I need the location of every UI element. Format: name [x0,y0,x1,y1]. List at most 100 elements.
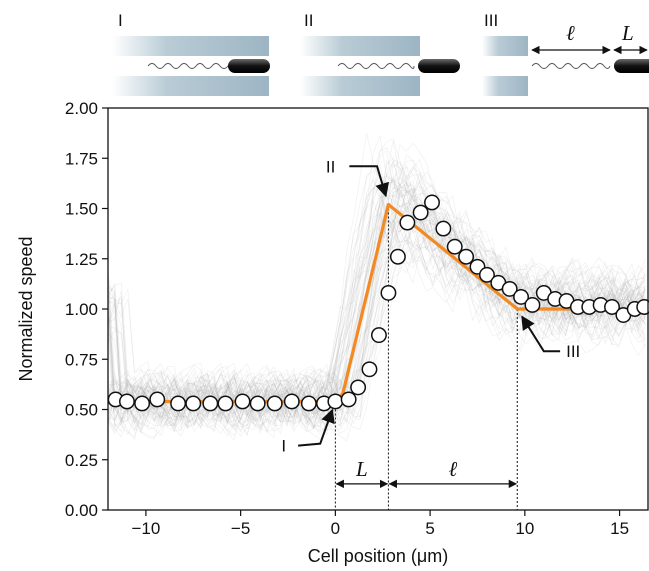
background-trace [108,153,646,432]
channel-wall-bottom [300,76,420,96]
background-trace [108,221,646,430]
data-point [350,379,367,396]
y-tick-label: 0.75 [65,350,98,369]
data-point [249,395,266,412]
data-point [399,214,416,231]
y-tick-label: 0.00 [65,501,98,520]
x-tick-label: −10 [131,519,160,538]
y-axis-label: Normalized speed [16,236,36,381]
channel-wall-top [112,36,269,56]
schematic-L-label: L [621,21,634,45]
data-point [234,393,251,410]
background-trace [108,134,646,423]
background-trace [108,174,646,429]
data-point [134,395,151,412]
data-markers [107,194,649,412]
background-trace [108,132,646,421]
data-point [435,220,452,237]
annotation-label-III: III [566,342,580,361]
y-tick-label: 2.00 [65,99,98,118]
x-tick-label: 0 [331,519,340,538]
data-point [300,395,317,412]
x-axis-ticks: −10 −5 0 5 10 15 [131,510,629,538]
data-point [283,393,300,410]
bacterium-cell [228,59,270,73]
flagellum [531,63,611,69]
annotation-arrow-I [298,408,335,447]
annotation-label-II: II [326,157,335,176]
schematic-label-I: I [118,11,123,30]
flagellum [337,63,415,69]
data-point [513,288,530,305]
flagellum [147,63,235,69]
background-trace [108,225,646,431]
span-label-L: L [355,457,368,481]
background-trace [108,208,646,440]
background-trace [108,159,646,432]
schematic-label-II: II [304,11,313,30]
bacterium-cell [418,59,460,73]
data-point [170,395,187,412]
span-label-ell: ℓ [448,457,457,481]
schematic-panels: I II III ℓ L [112,11,649,96]
background-trace [108,197,646,427]
y-tick-label: 0.50 [65,401,98,420]
data-point [478,266,495,283]
data-point [636,299,649,315]
background-trace [108,206,646,433]
data-point [266,395,283,412]
data-point [380,284,397,301]
background-trace [108,210,646,419]
y-axis-ticks: 0.00 0.25 0.50 0.75 1.00 1.25 1.50 1.75 2.00 [65,99,108,520]
data-point [389,248,406,265]
background-trace [108,173,646,432]
data-point [424,194,440,211]
data-point [149,391,166,408]
background-trace [108,200,646,434]
y-tick-label: 1.50 [65,200,98,219]
annotation-label-I: I [281,437,286,456]
background-trace [108,181,646,428]
y-tick-label: 1.75 [65,149,98,168]
data-point [501,280,518,297]
channel-wall-top [482,36,528,56]
background-trace [108,189,646,435]
channel-wall-top [300,36,420,56]
data-point [327,393,344,410]
y-tick-label: 1.00 [65,300,98,319]
y-tick-label: 1.25 [65,250,98,269]
x-axis-label: Cell position (μm) [308,546,448,566]
data-point [446,238,463,255]
x-tick-label: 5 [425,519,434,538]
channel-wall-bottom [482,76,528,96]
x-tick-label: 10 [515,519,534,538]
data-point [340,391,357,408]
data-point [118,393,135,410]
data-point [524,297,541,313]
data-point [370,327,387,344]
data-point [217,395,234,412]
background-trace [108,189,646,427]
data-point [202,395,219,412]
x-tick-label: 15 [610,519,629,538]
background-traces [108,132,646,442]
background-trace [108,137,646,436]
schematic-panel-II: II [300,11,460,96]
annotation-arrow-III [521,315,561,353]
schematic-panel-I: I [112,11,270,96]
x-tick-label: −5 [231,519,250,538]
data-point [604,299,620,315]
channel-wall-bottom [112,76,269,96]
schematic-label-III: III [484,11,498,30]
background-trace [108,212,646,436]
background-trace [108,198,646,430]
schematic-ell-label: ℓ [566,21,575,45]
y-tick-label: 0.25 [65,451,98,470]
bacterium-cell [614,59,649,73]
background-trace [108,175,646,419]
background-trace [108,205,646,429]
data-point [412,204,429,221]
